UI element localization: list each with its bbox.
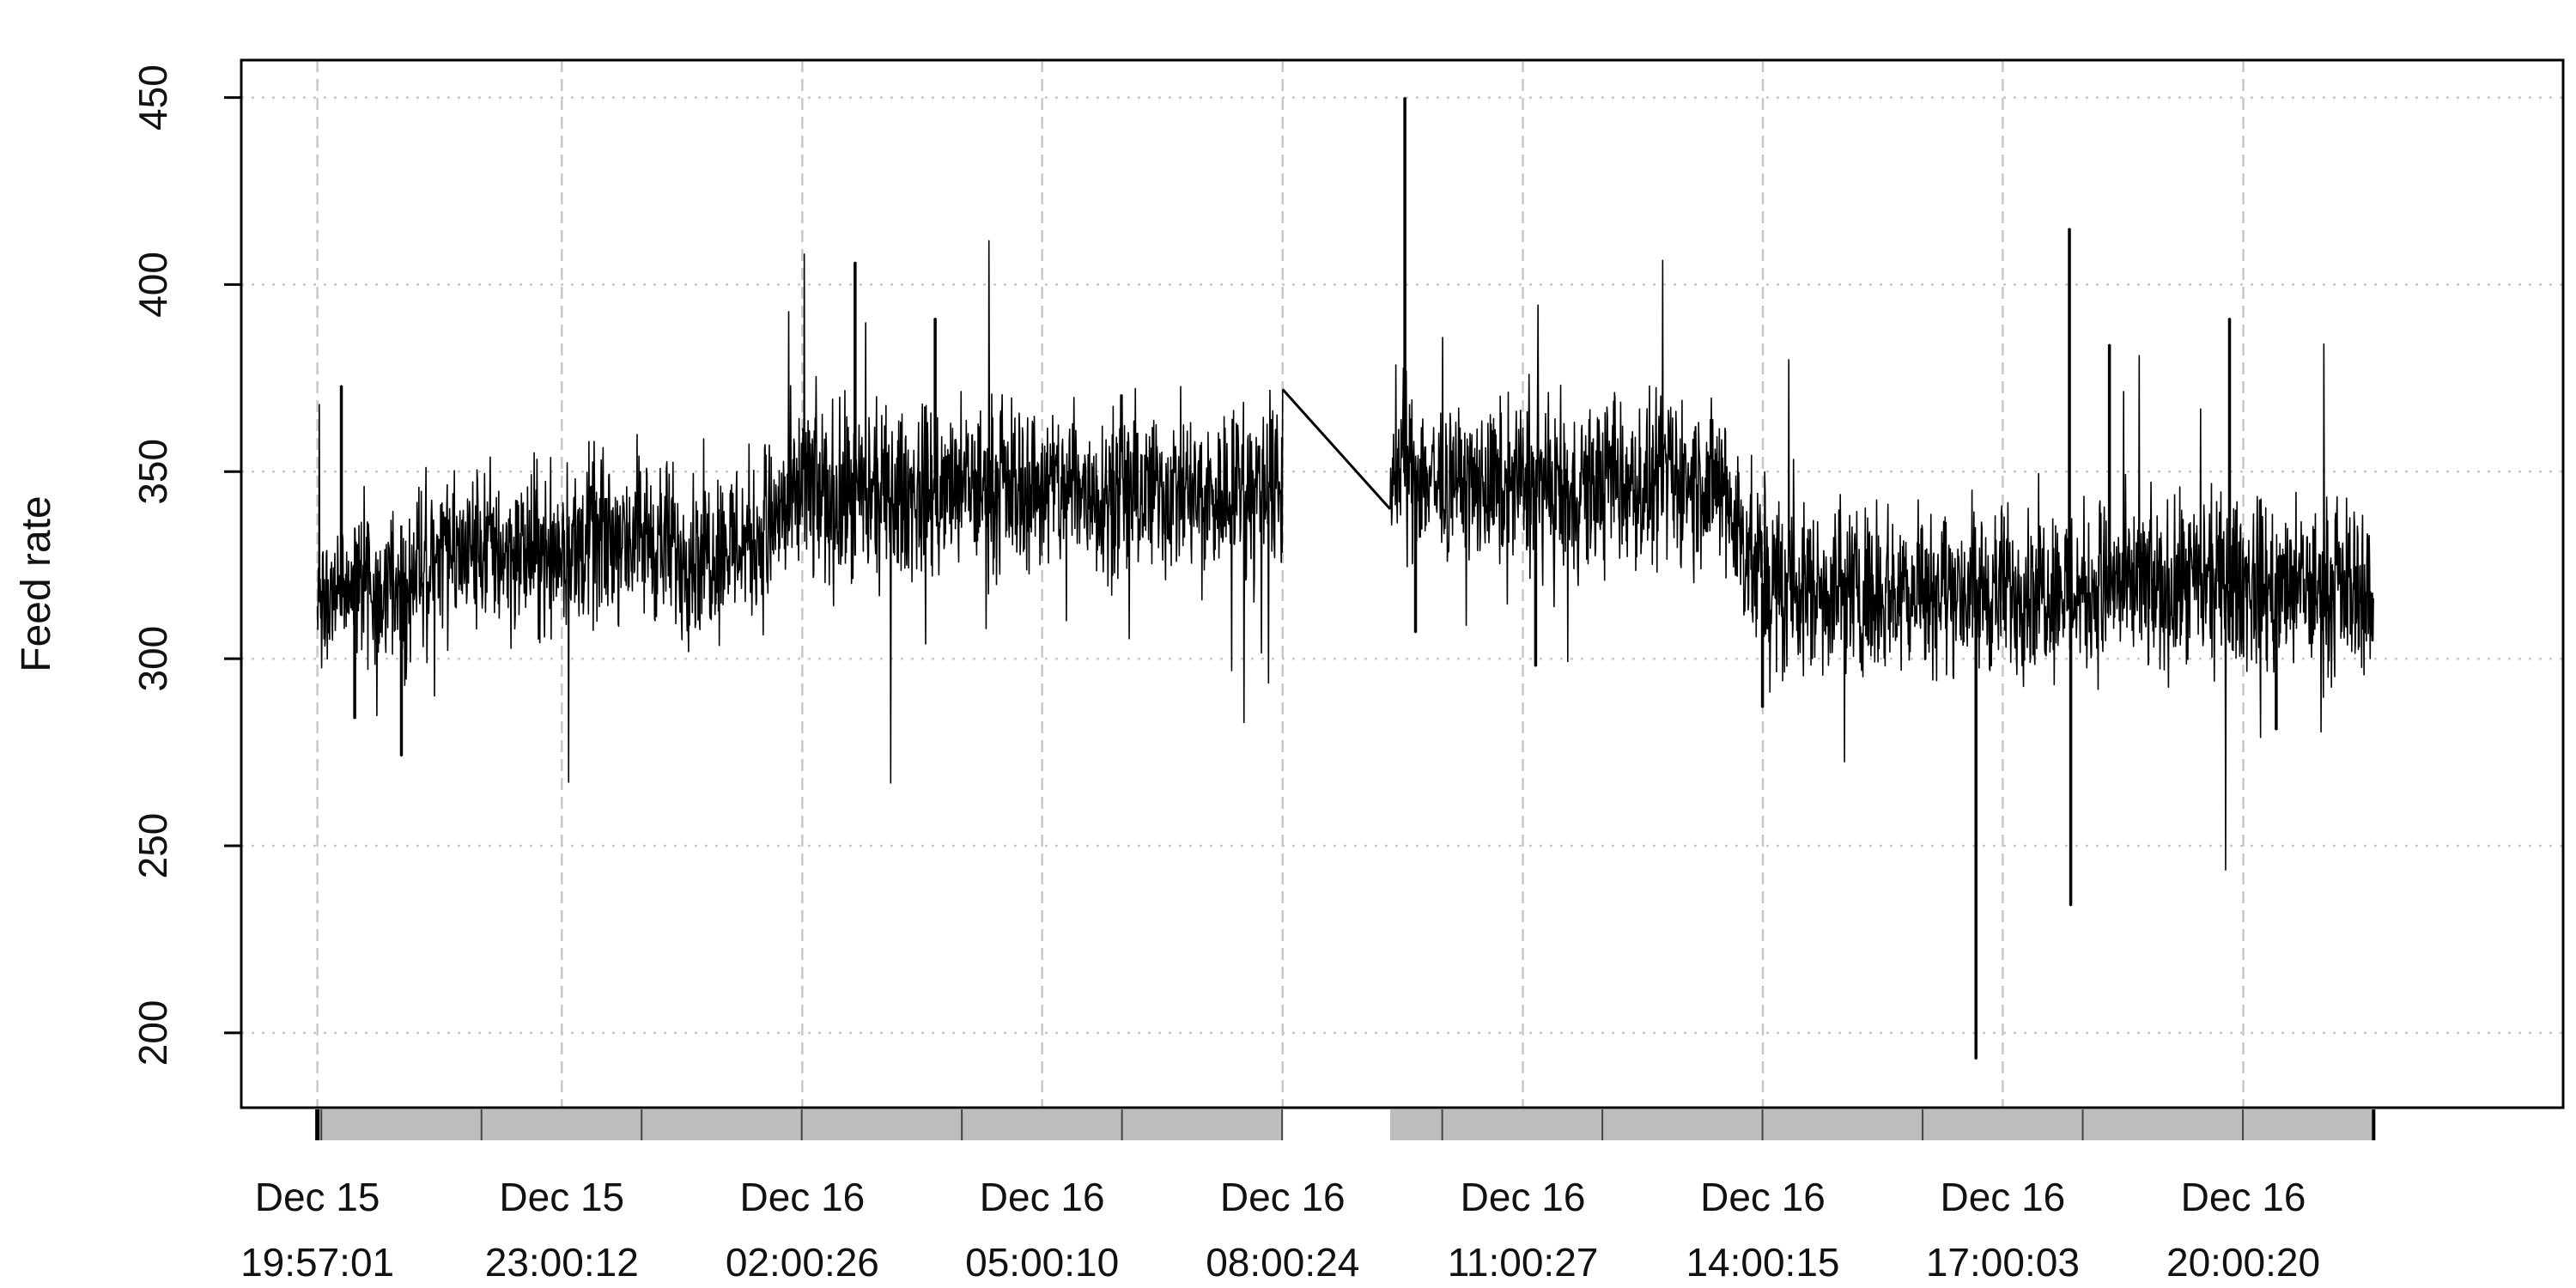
x-tick-date-label: Dec 16	[980, 1175, 1105, 1219]
x-tick-time-label: 05:00:10	[965, 1240, 1119, 1285]
series-line	[316, 240, 1284, 784]
x-tick-date-label: Dec 16	[739, 1175, 865, 1219]
x-tick-time-label: 19:57:01	[240, 1240, 394, 1285]
x-tick-date-label: Dec 16	[1461, 1175, 1586, 1219]
x-tick-date-label: Dec 16	[2181, 1175, 2306, 1219]
x-tick-time-label: 11:00:27	[1448, 1240, 1599, 1285]
x-tick-date-label: Dec 15	[255, 1175, 380, 1219]
x-tick-date-label: Dec 16	[1220, 1175, 1346, 1219]
y-tick-label: 400	[131, 252, 175, 318]
series-layer	[316, 96, 2374, 1060]
x-tick-time-label: 14:00:15	[1686, 1240, 1839, 1285]
y-tick-label: 300	[131, 626, 175, 692]
x-tick-time-label: 17:00:03	[1926, 1240, 2080, 1285]
series-line	[1389, 96, 2374, 1060]
x-axis: Dec 15 19:57:01 Dec 15 23:00:12 Dec 16 02:00:…	[240, 1175, 2320, 1285]
x-tick-date-label: Dec 15	[499, 1175, 624, 1219]
time-rug	[315, 1109, 2376, 1140]
y-tick-label: 350	[131, 439, 175, 505]
grid-layer	[241, 60, 2563, 1108]
x-tick-date-label: Dec 16	[1941, 1175, 2066, 1219]
time-rug-segment	[1390, 1109, 2374, 1140]
plot-frame	[240, 58, 2565, 1109]
x-tick-time-label: 02:00:26	[726, 1240, 879, 1285]
time-rug-segment	[317, 1109, 1283, 1140]
y-axis-label: Feed rate	[14, 495, 59, 671]
x-tick-time-label: 23:00:12	[485, 1240, 639, 1285]
y-tick-label: 200	[131, 999, 175, 1066]
y-tick-label: 250	[131, 813, 175, 879]
y-tick-label: 450	[131, 64, 175, 131]
x-tick-date-label: Dec 16	[1700, 1175, 1826, 1219]
y-axis: 200 250 300 350 400 450	[131, 64, 241, 1066]
series-gap-connector	[1281, 388, 1392, 510]
x-tick-time-label: 20:00:20	[2166, 1240, 2320, 1285]
x-tick-time-label: 08:00:24	[1206, 1240, 1359, 1285]
